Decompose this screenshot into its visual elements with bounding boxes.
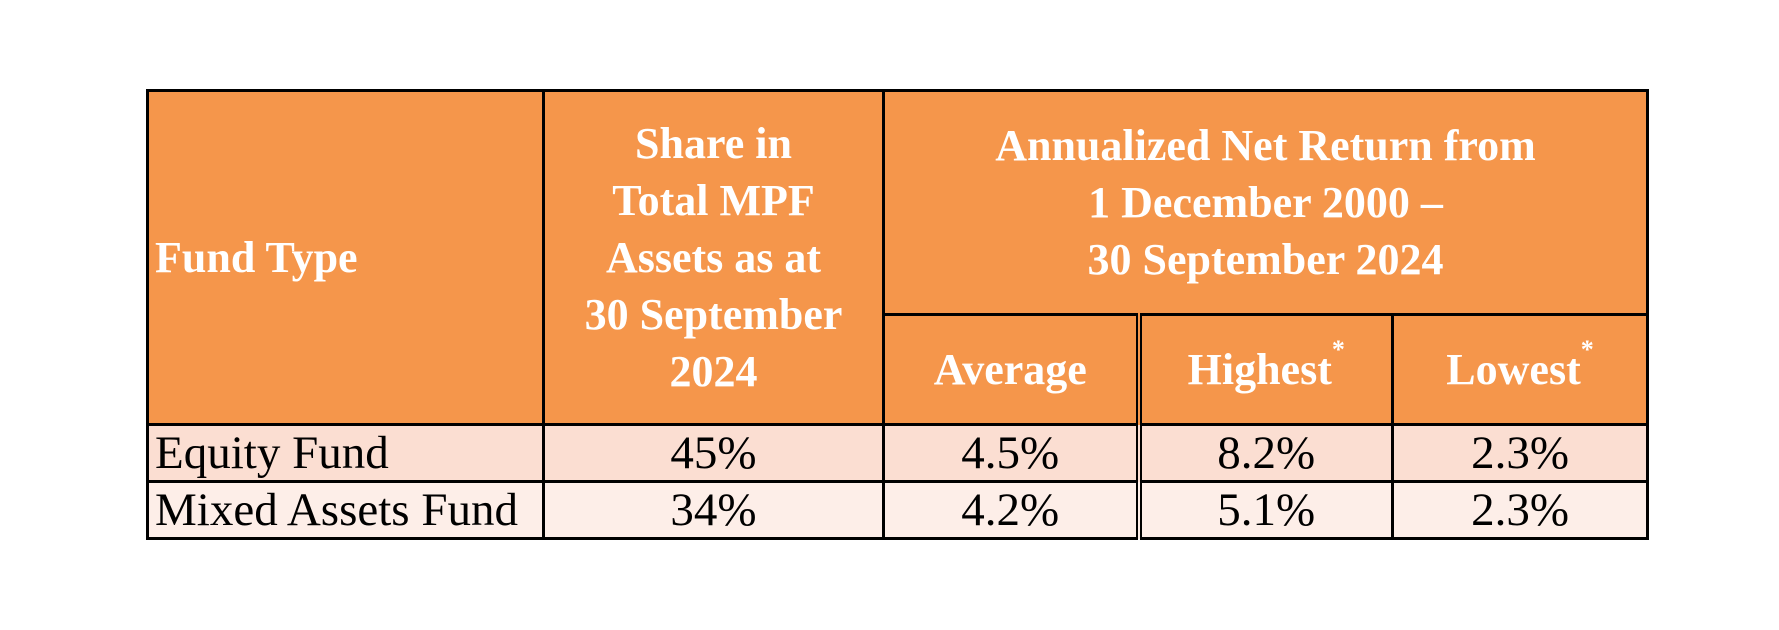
header-return-line: Annualized Net Return from [995,121,1536,170]
mpf-returns-table: Fund Type Share in Total MPF Assets as a… [146,89,1650,540]
header-lowest-label: Lowest [1446,345,1581,394]
table-row: Mixed Assets Fund 34% 4.2% 5.1% 2.3% [146,480,1650,540]
lowest-cell: 2.3% [1390,423,1650,483]
share-cell: 45% [542,423,885,483]
header-lowest: Lowest* [1390,313,1650,426]
header-share-line: Total MPF [612,176,815,225]
footnote-asterisk: * [1580,335,1594,364]
share-cell: 34% [542,480,885,540]
header-average-label: Average [933,345,1087,394]
header-annualized-net-return: Annualized Net Return from 1 December 20… [881,89,1650,316]
header-share-line: 30 September [584,290,843,339]
header-average: Average [882,313,1140,426]
lowest-cell: 2.3% [1390,480,1650,540]
average-cell: 4.2% [882,480,1140,540]
header-row-sub: Average Highest* Lowest* [148,313,1650,426]
header-fund-type: Fund Type [146,89,545,426]
header-return-line: 1 December 2000 – [1088,178,1443,227]
table-row: Equity Fund 45% 4.5% 8.2% 2.3% [146,423,1650,483]
header-share-line: 2024 [669,347,758,396]
average-cell: 4.5% [882,423,1140,483]
header-highest: Highest* [1135,313,1394,426]
highest-cell: 5.1% [1135,480,1394,540]
header-share-line: Assets as at [605,233,822,282]
header-return-line: 30 September 2024 [1087,235,1444,284]
fund-type-cell: Equity Fund [146,423,545,483]
footnote-asterisk: * [1331,335,1345,364]
header-share-in-total-assets: Share in Total MPF Assets as at 30 Septe… [542,89,885,426]
highest-cell: 8.2% [1135,423,1394,483]
header-highest-label: Highest [1187,345,1332,394]
fund-type-cell: Mixed Assets Fund [146,480,545,540]
header-share-line: Share in [635,119,792,168]
header-row-top: Fund Type Share in Total MPF Assets as a… [146,89,1650,426]
